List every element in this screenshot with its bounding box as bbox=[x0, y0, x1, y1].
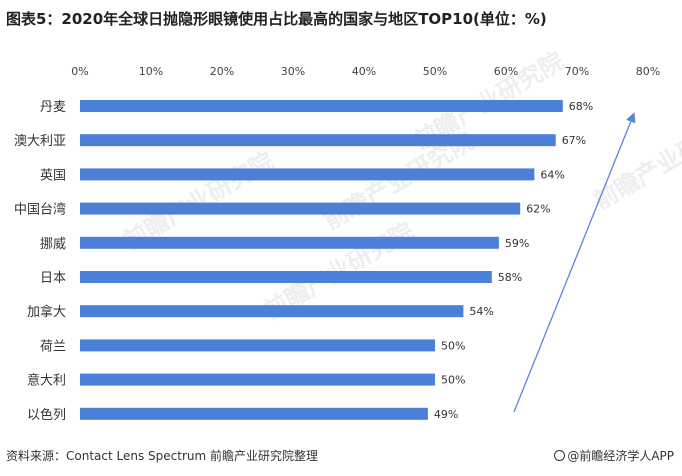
category-label: 英国 bbox=[40, 168, 66, 183]
watermark-text: 前瞻产业研究院 bbox=[589, 107, 682, 215]
value-label: 50% bbox=[441, 339, 465, 352]
bar bbox=[80, 134, 556, 147]
category-label: 挪威 bbox=[40, 237, 66, 252]
value-label: 67% bbox=[562, 134, 586, 147]
category-label: 加拿大 bbox=[27, 304, 66, 320]
qianzhan-logo-icon bbox=[554, 450, 566, 461]
x-axis-ticks: 0% 10% 20% 30% 40% 50% 60% 70% 80% bbox=[71, 65, 660, 78]
bar bbox=[80, 100, 563, 112]
bar bbox=[80, 271, 492, 283]
bars-group: 丹麦 68% 澳大利亚 67% 英国 64% 中国台湾 62% 挪威 59% 日本 58% 加拿大 54%… bbox=[14, 100, 593, 423]
x-tick-label: 10% bbox=[139, 65, 163, 78]
value-label: 62% bbox=[526, 203, 550, 216]
brand-credit: @前瞻经济学人APP bbox=[554, 447, 674, 464]
chart-title: 图表5：2020年全球日抛隐形眼镜使用占比最高的国家与地区TOP10(单位：%) bbox=[6, 10, 547, 28]
bar bbox=[80, 168, 535, 181]
x-tick-label: 70% bbox=[565, 65, 589, 78]
x-tick-label: 30% bbox=[281, 65, 305, 78]
value-label: 59% bbox=[505, 237, 529, 250]
x-tick-label: 0% bbox=[71, 65, 88, 78]
x-tick-label: 50% bbox=[423, 65, 447, 78]
category-label: 中国台湾 bbox=[14, 202, 66, 218]
bar bbox=[80, 373, 435, 386]
category-label: 日本 bbox=[40, 271, 66, 286]
value-label: 50% bbox=[441, 374, 465, 387]
bar bbox=[80, 339, 435, 352]
brand-label: @前瞻经济学人APP bbox=[567, 449, 674, 463]
category-label: 荷兰 bbox=[40, 339, 66, 354]
x-tick-label: 80% bbox=[636, 65, 660, 78]
category-label: 丹麦 bbox=[40, 100, 66, 115]
value-label: 54% bbox=[469, 305, 493, 318]
category-label: 意大利 bbox=[27, 373, 66, 389]
value-label: 49% bbox=[434, 408, 458, 421]
category-label: 以色列 bbox=[27, 407, 66, 423]
value-label: 64% bbox=[540, 168, 564, 181]
bar bbox=[80, 305, 464, 318]
bar bbox=[80, 236, 499, 249]
trend-arrow bbox=[513, 112, 636, 413]
x-tick-label: 20% bbox=[210, 65, 234, 78]
value-label: 68% bbox=[569, 100, 593, 113]
bar bbox=[80, 407, 428, 420]
x-tick-label: 40% bbox=[352, 65, 376, 78]
source-note: 资料来源：Contact Lens Spectrum 前瞻产业研究院整理 bbox=[6, 449, 318, 463]
bar bbox=[80, 202, 521, 215]
value-label: 58% bbox=[498, 271, 522, 284]
x-tick-label: 60% bbox=[494, 65, 518, 78]
category-label: 澳大利亚 bbox=[14, 133, 66, 149]
